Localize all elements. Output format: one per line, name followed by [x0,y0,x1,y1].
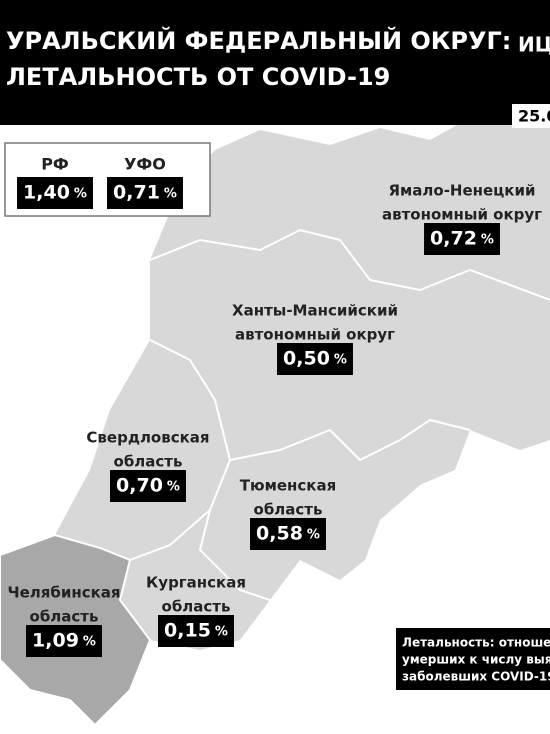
value-label: 0,72% [424,223,500,255]
unit: % [307,528,320,543]
value-label: 0,71% [107,177,183,209]
value-box [107,177,183,209]
region-name: область [254,501,323,519]
value-label: 0,50% [277,343,353,375]
value: 0,70 [116,475,163,497]
region-name: область [30,608,99,626]
region-name: область [162,598,231,616]
border [198,509,271,601]
value: 0,58 [256,523,303,545]
date-box [512,104,550,128]
unit: % [83,635,96,650]
unit: % [215,625,228,640]
value-label: 1,09% [26,625,102,657]
ufo-outline [0,118,550,725]
title-line: УРАЛЬСКИЙ ФЕДЕРАЛЬНЫЙ ОКРУГ: [6,26,511,55]
summary-name: УФО [124,155,166,174]
region-name: Курганская [146,574,246,592]
note-box [396,628,550,690]
unit: % [74,187,87,202]
value-box [158,615,234,647]
unit: % [481,233,494,248]
unit: % [164,187,177,202]
logo: ИЦК [518,33,550,57]
region-name: Свердловская [86,429,209,447]
value: 0,72 [430,228,477,250]
value-box [277,343,353,375]
value: 0,71 [113,182,160,204]
summary-name: РФ [41,155,69,174]
border [229,418,471,462]
value: 0,50 [283,348,330,370]
value-box [424,223,500,255]
value-box [26,625,102,657]
value-label: 0,58% [250,518,326,550]
header-band [0,0,550,125]
value: 0,15 [164,620,211,642]
value: 1,40 [23,182,70,204]
value-label: 0,15% [158,615,234,647]
region-name: Тюменская [240,477,336,495]
border [149,339,232,511]
region-name: Ханты-Мансийский [232,302,398,320]
region-name: Ямало-Ненецкий [388,182,535,200]
value-label: 0,70% [110,470,186,502]
region-borders [129,228,550,601]
unit: % [334,353,347,368]
value-box [17,177,93,209]
region-name: автономный округ [235,326,395,344]
region-name: Челябинская [7,584,120,602]
border [149,228,550,301]
value: 1,09 [32,630,79,652]
date: 25.0 [518,107,550,126]
region-name: автономный округ [382,206,542,224]
note-line: умерших к числу выявлен [402,653,550,667]
note-line: заболевших COVID-19 [402,670,550,684]
border [129,509,211,561]
value-label: 1,40% [17,177,93,209]
value-box [110,470,186,502]
value-box [250,518,326,550]
note-line: Летальность: отношение [402,636,550,650]
title-line: ЛЕТАЛЬНОСТЬ ОТ COVID-19 [6,63,390,91]
unit: % [167,480,180,495]
region-name: область [114,453,183,471]
